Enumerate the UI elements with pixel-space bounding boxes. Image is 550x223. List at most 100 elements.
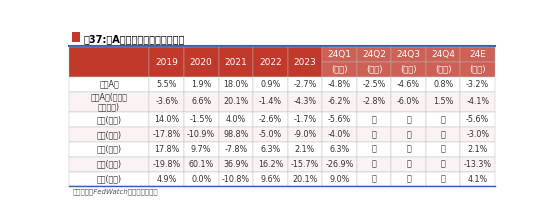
Text: －: － [372,145,376,154]
FancyBboxPatch shape [184,157,218,172]
FancyBboxPatch shape [288,77,322,92]
FancyBboxPatch shape [460,127,495,142]
FancyBboxPatch shape [460,172,495,186]
Text: －: － [441,115,446,124]
Text: 0.8%: 0.8% [433,80,453,89]
Text: －: － [372,175,376,184]
Text: 2019: 2019 [155,58,178,67]
FancyBboxPatch shape [150,112,184,127]
FancyBboxPatch shape [426,47,460,62]
Text: -4.3%: -4.3% [293,97,316,106]
FancyBboxPatch shape [72,32,80,42]
Text: 1.9%: 1.9% [191,80,211,89]
FancyBboxPatch shape [391,127,426,142]
Text: －: － [406,130,411,139]
FancyBboxPatch shape [253,112,288,127]
Text: -13.3%: -13.3% [464,160,492,169]
Text: -9.0%: -9.0% [293,130,317,139]
Text: 周期(风格): 周期(风格) [96,130,122,139]
Text: 60.1%: 60.1% [189,160,214,169]
FancyBboxPatch shape [357,62,391,77]
FancyBboxPatch shape [69,157,150,172]
Text: (单季): (单季) [400,65,417,74]
FancyBboxPatch shape [218,47,253,77]
FancyBboxPatch shape [218,127,253,142]
FancyBboxPatch shape [460,62,495,77]
Text: -1.5%: -1.5% [190,115,213,124]
Text: －: － [406,145,411,154]
FancyBboxPatch shape [460,112,495,127]
Text: －: － [441,160,446,169]
FancyBboxPatch shape [288,157,322,172]
Text: 全部A股(非金融
石油石化): 全部A股(非金融 石油石化) [91,92,128,112]
FancyBboxPatch shape [460,77,495,92]
Text: -4.8%: -4.8% [328,80,351,89]
FancyBboxPatch shape [218,172,253,186]
FancyBboxPatch shape [391,47,426,62]
Text: 36.9%: 36.9% [223,160,249,169]
FancyBboxPatch shape [357,172,391,186]
Text: -3.0%: -3.0% [466,130,490,139]
Text: 成长(风格): 成长(风格) [96,160,122,169]
FancyBboxPatch shape [391,172,426,186]
FancyBboxPatch shape [357,127,391,142]
FancyBboxPatch shape [357,47,391,62]
FancyBboxPatch shape [184,92,218,112]
Text: -15.7%: -15.7% [291,160,319,169]
Text: -5.6%: -5.6% [328,115,351,124]
FancyBboxPatch shape [184,172,218,186]
FancyBboxPatch shape [253,127,288,142]
Text: 2023: 2023 [294,58,316,67]
FancyBboxPatch shape [218,77,253,92]
FancyBboxPatch shape [357,77,391,92]
Text: 9.7%: 9.7% [191,145,212,154]
FancyBboxPatch shape [218,112,253,127]
Text: 24E: 24E [469,50,486,59]
Text: -6.2%: -6.2% [328,97,351,106]
Text: -1.7%: -1.7% [293,115,317,124]
FancyBboxPatch shape [322,47,357,62]
FancyBboxPatch shape [426,172,460,186]
Text: -2.7%: -2.7% [293,80,317,89]
Text: 金融(风格): 金融(风格) [96,115,122,124]
FancyBboxPatch shape [322,127,357,142]
Text: 9.6%: 9.6% [260,175,280,184]
Text: -19.8%: -19.8% [152,160,181,169]
FancyBboxPatch shape [253,172,288,186]
FancyBboxPatch shape [322,142,357,157]
Text: －: － [441,130,446,139]
FancyBboxPatch shape [391,92,426,112]
FancyBboxPatch shape [322,157,357,172]
FancyBboxPatch shape [357,157,391,172]
FancyBboxPatch shape [69,172,150,186]
Text: -10.9%: -10.9% [187,130,216,139]
FancyBboxPatch shape [391,112,426,127]
Text: 6.6%: 6.6% [191,97,211,106]
FancyBboxPatch shape [253,47,288,77]
FancyBboxPatch shape [184,142,218,157]
Text: -2.5%: -2.5% [362,80,386,89]
FancyBboxPatch shape [150,92,184,112]
FancyBboxPatch shape [322,77,357,92]
Text: 图37:全A及中信风格盈利增速预测: 图37:全A及中信风格盈利增速预测 [83,35,185,44]
Text: -5.0%: -5.0% [258,130,282,139]
FancyBboxPatch shape [426,127,460,142]
Text: 6.3%: 6.3% [260,145,280,154]
Text: 24Q2: 24Q2 [362,50,386,59]
FancyBboxPatch shape [322,62,357,77]
Text: 9.0%: 9.0% [329,175,350,184]
FancyBboxPatch shape [69,112,150,127]
FancyBboxPatch shape [288,127,322,142]
FancyBboxPatch shape [218,142,253,157]
FancyBboxPatch shape [184,112,218,127]
Text: 稳定(风格): 稳定(风格) [96,175,122,184]
FancyBboxPatch shape [426,77,460,92]
Text: (单季): (单季) [435,65,452,74]
FancyBboxPatch shape [253,92,288,112]
Text: -5.6%: -5.6% [466,115,490,124]
FancyBboxPatch shape [391,77,426,92]
FancyBboxPatch shape [150,127,184,142]
Text: －: － [372,115,376,124]
FancyBboxPatch shape [69,92,150,112]
Text: 2020: 2020 [190,58,213,67]
